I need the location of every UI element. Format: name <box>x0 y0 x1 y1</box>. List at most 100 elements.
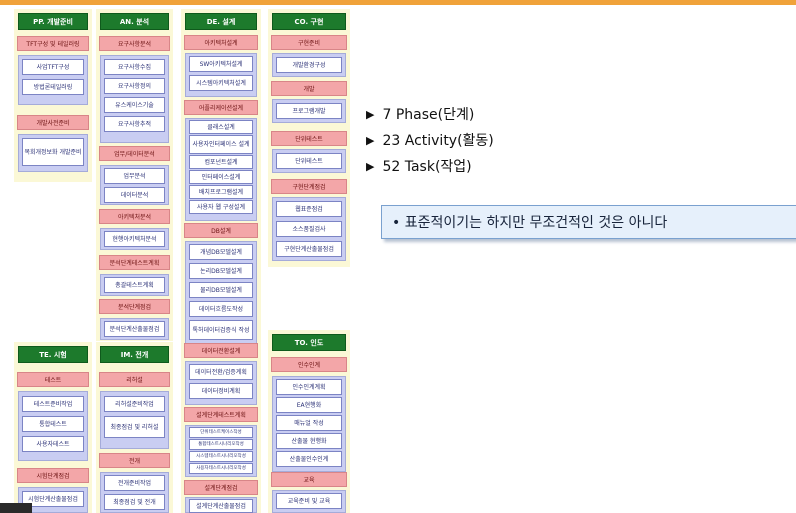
activity-box: 구현준비 <box>271 35 347 50</box>
task-box: 시험단계산출물점검 <box>22 491 84 507</box>
task-box: 인수인계계획 <box>276 379 342 395</box>
task-box: 사용자테스트 <box>22 436 84 452</box>
phase-an: AN. 분석 요구사항분석 요구사항수집 요구사항정의 유스케이스기술 요구사항… <box>96 9 173 341</box>
activity-box: TFT구성 및 테일러링 <box>17 36 89 51</box>
task-box: EA현행화 <box>276 397 342 413</box>
activity-box: 구현단계점검 <box>271 179 347 194</box>
task-box: 현행아키텍처분석 <box>104 231 165 247</box>
triangle-right-icon: ▶ <box>366 159 375 173</box>
task-box: 분석단계산출물점검 <box>104 321 165 337</box>
phase-co: CO. 구현 구현준비 개발환경구성 개발 프로그램개발 단위테스트 단위테스트… <box>268 9 350 267</box>
task-box: 사용자 웹 구성설계 <box>189 200 253 214</box>
task-box: 최종점검 및 리허설 <box>104 416 165 438</box>
activity-box: 시험단계점검 <box>17 468 89 483</box>
task-box: 유스케이스기술 <box>104 97 165 113</box>
task-box: 산출물 현행화 <box>276 433 342 449</box>
task-box: 개발환경구성 <box>276 57 342 73</box>
task-box: 리허설준비작업 <box>104 396 165 412</box>
task-box: 단위테스트케이스작성 <box>189 427 253 438</box>
callout-text: • 표준적이기는 하지만 무조건적인 것은 아니다 <box>392 215 668 231</box>
phase-title: DE. 설계 <box>185 13 257 30</box>
task-box: 업무분석 <box>104 168 165 184</box>
phase-title: TO. 인도 <box>272 334 346 351</box>
phase-title: AN. 분석 <box>100 13 169 30</box>
task-box: 요구사항정의 <box>104 78 165 94</box>
task-box: 테스트준비작업 <box>22 396 84 412</box>
summary-phases: ▶ 7 Phase(단계) <box>366 104 474 124</box>
task-box: 데이터분석 <box>104 187 165 203</box>
activity-box: 인수인계 <box>271 357 347 372</box>
task-box: 물리DB모델설계 <box>189 282 253 298</box>
phase-pp: PP. 개발준비 TFT구성 및 테일러링 사업TFT구성 방법론테일러링 개발… <box>14 9 92 182</box>
activity-box: 업무/데이터분석 <box>99 146 170 161</box>
task-box: 매뉴얼 작성 <box>276 415 342 431</box>
task-box: 톡허데이터검증식 작성 <box>189 320 253 340</box>
activity-box: 설계단계점검 <box>184 480 258 495</box>
task-box: 교육준비 및 교육 <box>276 493 342 509</box>
task-box: 소스품질검사 <box>276 221 342 237</box>
task-box: 컴포넌트설계 <box>189 155 253 169</box>
task-box: 방법론테일러링 <box>22 79 84 95</box>
activity-box: 어플리케이션설계 <box>184 100 258 115</box>
task-box: 웹표준점검 <box>276 201 342 217</box>
summary-text: 23 Activity(활동) <box>382 133 494 149</box>
task-box: 목회개정보화 개발준비 <box>22 138 84 166</box>
task-box: SW아키텍처설계 <box>189 56 253 72</box>
triangle-right-icon: ▶ <box>366 133 375 147</box>
task-box: 최종점검 및 전개 <box>104 494 165 510</box>
task-box: 산출물인수인계 <box>276 451 342 467</box>
callout-box: • 표준적이기는 하지만 무조건적인 것은 아니다 <box>381 205 796 239</box>
task-box: 데이터정비계획 <box>189 383 253 399</box>
activity-box: 분석단계점검 <box>99 299 170 314</box>
activity-box: 설계단계테스트계획 <box>184 407 258 422</box>
phase-te: TE. 시험 테스트 테스트준비작업 통합테스트 사용자테스트 시험단계점검 시… <box>14 342 92 513</box>
task-box: 요구사항추적 <box>104 116 165 132</box>
task-box: 전개준비작업 <box>104 475 165 491</box>
corner-mark <box>0 503 32 513</box>
activity-box: 개발사전준비 <box>17 115 89 130</box>
summary-activities: ▶ 23 Activity(활동) <box>366 130 494 150</box>
task-box: 배치프로그램설계 <box>189 185 253 199</box>
task-box: 요구사항수집 <box>104 59 165 75</box>
task-box: 프로그램개발 <box>276 103 342 119</box>
triangle-right-icon: ▶ <box>366 107 375 121</box>
task-box: 구현단계산출물점검 <box>276 241 342 257</box>
phase-to: TO. 인도 인수인계 인수인계계획 EA현행화 매뉴얼 작성 산출물 현행화 … <box>268 330 350 513</box>
task-box: 통합테스트 <box>22 416 84 432</box>
task-box: 설계단계산출물점검 <box>189 499 253 513</box>
phase-title: PP. 개발준비 <box>18 13 88 30</box>
activity-box: 요구사항분석 <box>99 36 170 51</box>
task-box: 개념DB모델설계 <box>189 244 253 260</box>
task-box: 총괄테스트계획 <box>104 277 165 293</box>
activity-box: 단위테스트 <box>271 131 347 146</box>
activity-box: 아키텍처설계 <box>184 35 258 50</box>
top-accent-bar <box>0 0 796 5</box>
summary-text: 52 Task(작업) <box>382 159 472 175</box>
task-box: 데이터흐름도작성 <box>189 301 253 317</box>
activity-box: 아키텍처분석 <box>99 209 170 224</box>
task-box: 시스템아키텍처설계 <box>189 75 253 91</box>
task-box: 단위테스트 <box>276 153 342 169</box>
activity-box: 리허설 <box>99 372 170 387</box>
phase-de: DE. 설계 아키텍처설계 SW아키텍처설계 시스템아키텍처설계 어플리케이션설… <box>181 9 261 513</box>
activity-box: 전개 <box>99 453 170 468</box>
phase-title: IM. 전개 <box>100 346 169 363</box>
task-box: 클래스설계 <box>189 120 253 134</box>
task-box: 인터페이스설계 <box>189 170 253 184</box>
activity-box: DB설계 <box>184 223 258 238</box>
phase-title: CO. 구현 <box>272 13 346 30</box>
activity-box: 개발 <box>271 81 347 96</box>
task-box: 사용자인터페이스 설계 <box>189 135 253 154</box>
task-box: 통합테스트시나리오작성 <box>189 439 253 450</box>
task-box: 사용자테스트시나리오작성 <box>189 463 253 474</box>
activity-box: 교육 <box>271 472 347 487</box>
task-box: 시스템테스트시나리오작성 <box>189 451 253 462</box>
activity-box: 테스트 <box>17 372 89 387</box>
task-box: 데이터전환/검증계획 <box>189 364 253 380</box>
task-box: 사업TFT구성 <box>22 59 84 75</box>
summary-tasks: ▶ 52 Task(작업) <box>366 156 472 176</box>
task-box: 논리DB모델설계 <box>189 263 253 279</box>
phase-im: IM. 전개 리허설 리허설준비작업 최종점검 및 리허설 전개 전개준비작업 … <box>96 342 173 513</box>
phase-title: TE. 시험 <box>18 346 88 363</box>
activity-box: 데이터전환설계 <box>184 343 258 358</box>
